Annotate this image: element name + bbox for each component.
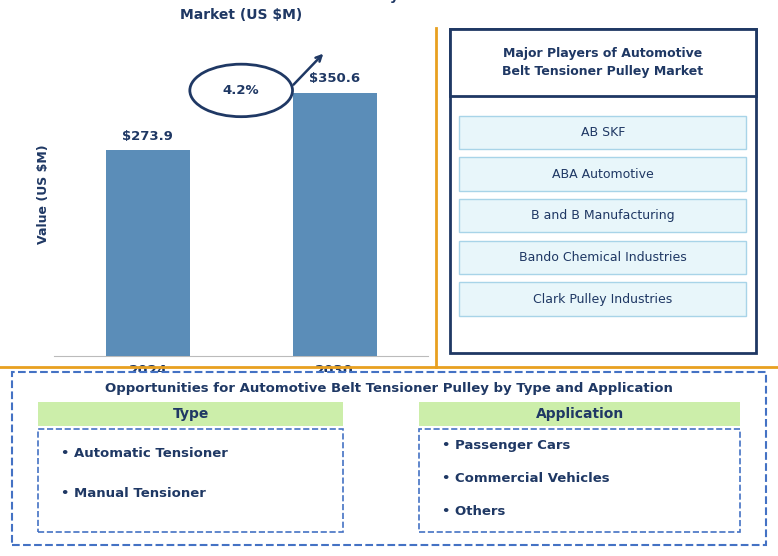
Text: B and B Manufacturing: B and B Manufacturing xyxy=(531,209,675,222)
FancyBboxPatch shape xyxy=(419,402,740,426)
Text: ABA Automotive: ABA Automotive xyxy=(552,167,654,181)
FancyBboxPatch shape xyxy=(459,157,746,191)
Bar xyxy=(106,151,190,356)
Text: Clark Pulley Industries: Clark Pulley Industries xyxy=(534,292,672,306)
Text: Type: Type xyxy=(173,407,209,421)
Text: • Others: • Others xyxy=(443,505,506,518)
FancyBboxPatch shape xyxy=(459,199,746,232)
Text: Major Players of Automotive
Belt Tensioner Pulley Market: Major Players of Automotive Belt Tension… xyxy=(503,47,703,78)
FancyBboxPatch shape xyxy=(459,116,746,149)
FancyBboxPatch shape xyxy=(38,402,343,426)
FancyBboxPatch shape xyxy=(450,29,756,96)
FancyBboxPatch shape xyxy=(38,429,343,532)
Text: 4.2%: 4.2% xyxy=(223,84,260,97)
FancyBboxPatch shape xyxy=(450,29,756,353)
Text: $273.9: $273.9 xyxy=(122,130,173,143)
Text: • Manual Tensioner: • Manual Tensioner xyxy=(61,487,206,500)
FancyBboxPatch shape xyxy=(459,241,746,274)
Text: • Passenger Cars: • Passenger Cars xyxy=(443,439,571,453)
Text: Bando Chemical Industries: Bando Chemical Industries xyxy=(519,251,687,264)
Text: • Automatic Tensioner: • Automatic Tensioner xyxy=(61,446,228,460)
Y-axis label: Value (US $M): Value (US $M) xyxy=(37,145,51,245)
Text: Source: Lucintel: Source: Lucintel xyxy=(371,404,485,417)
FancyBboxPatch shape xyxy=(419,429,740,532)
Text: • Commercial Vehicles: • Commercial Vehicles xyxy=(443,473,610,485)
Bar xyxy=(293,93,377,356)
Text: Application: Application xyxy=(535,407,624,421)
Title: Global Automotive Belt Tensioner Pulley
Market (US $M): Global Automotive Belt Tensioner Pulley … xyxy=(84,0,398,22)
Text: $350.6: $350.6 xyxy=(309,72,360,86)
FancyBboxPatch shape xyxy=(12,373,766,545)
Text: Opportunities for Automotive Belt Tensioner Pulley by Type and Application: Opportunities for Automotive Belt Tensio… xyxy=(105,383,673,395)
FancyBboxPatch shape xyxy=(459,282,746,316)
Text: AB SKF: AB SKF xyxy=(580,126,626,139)
